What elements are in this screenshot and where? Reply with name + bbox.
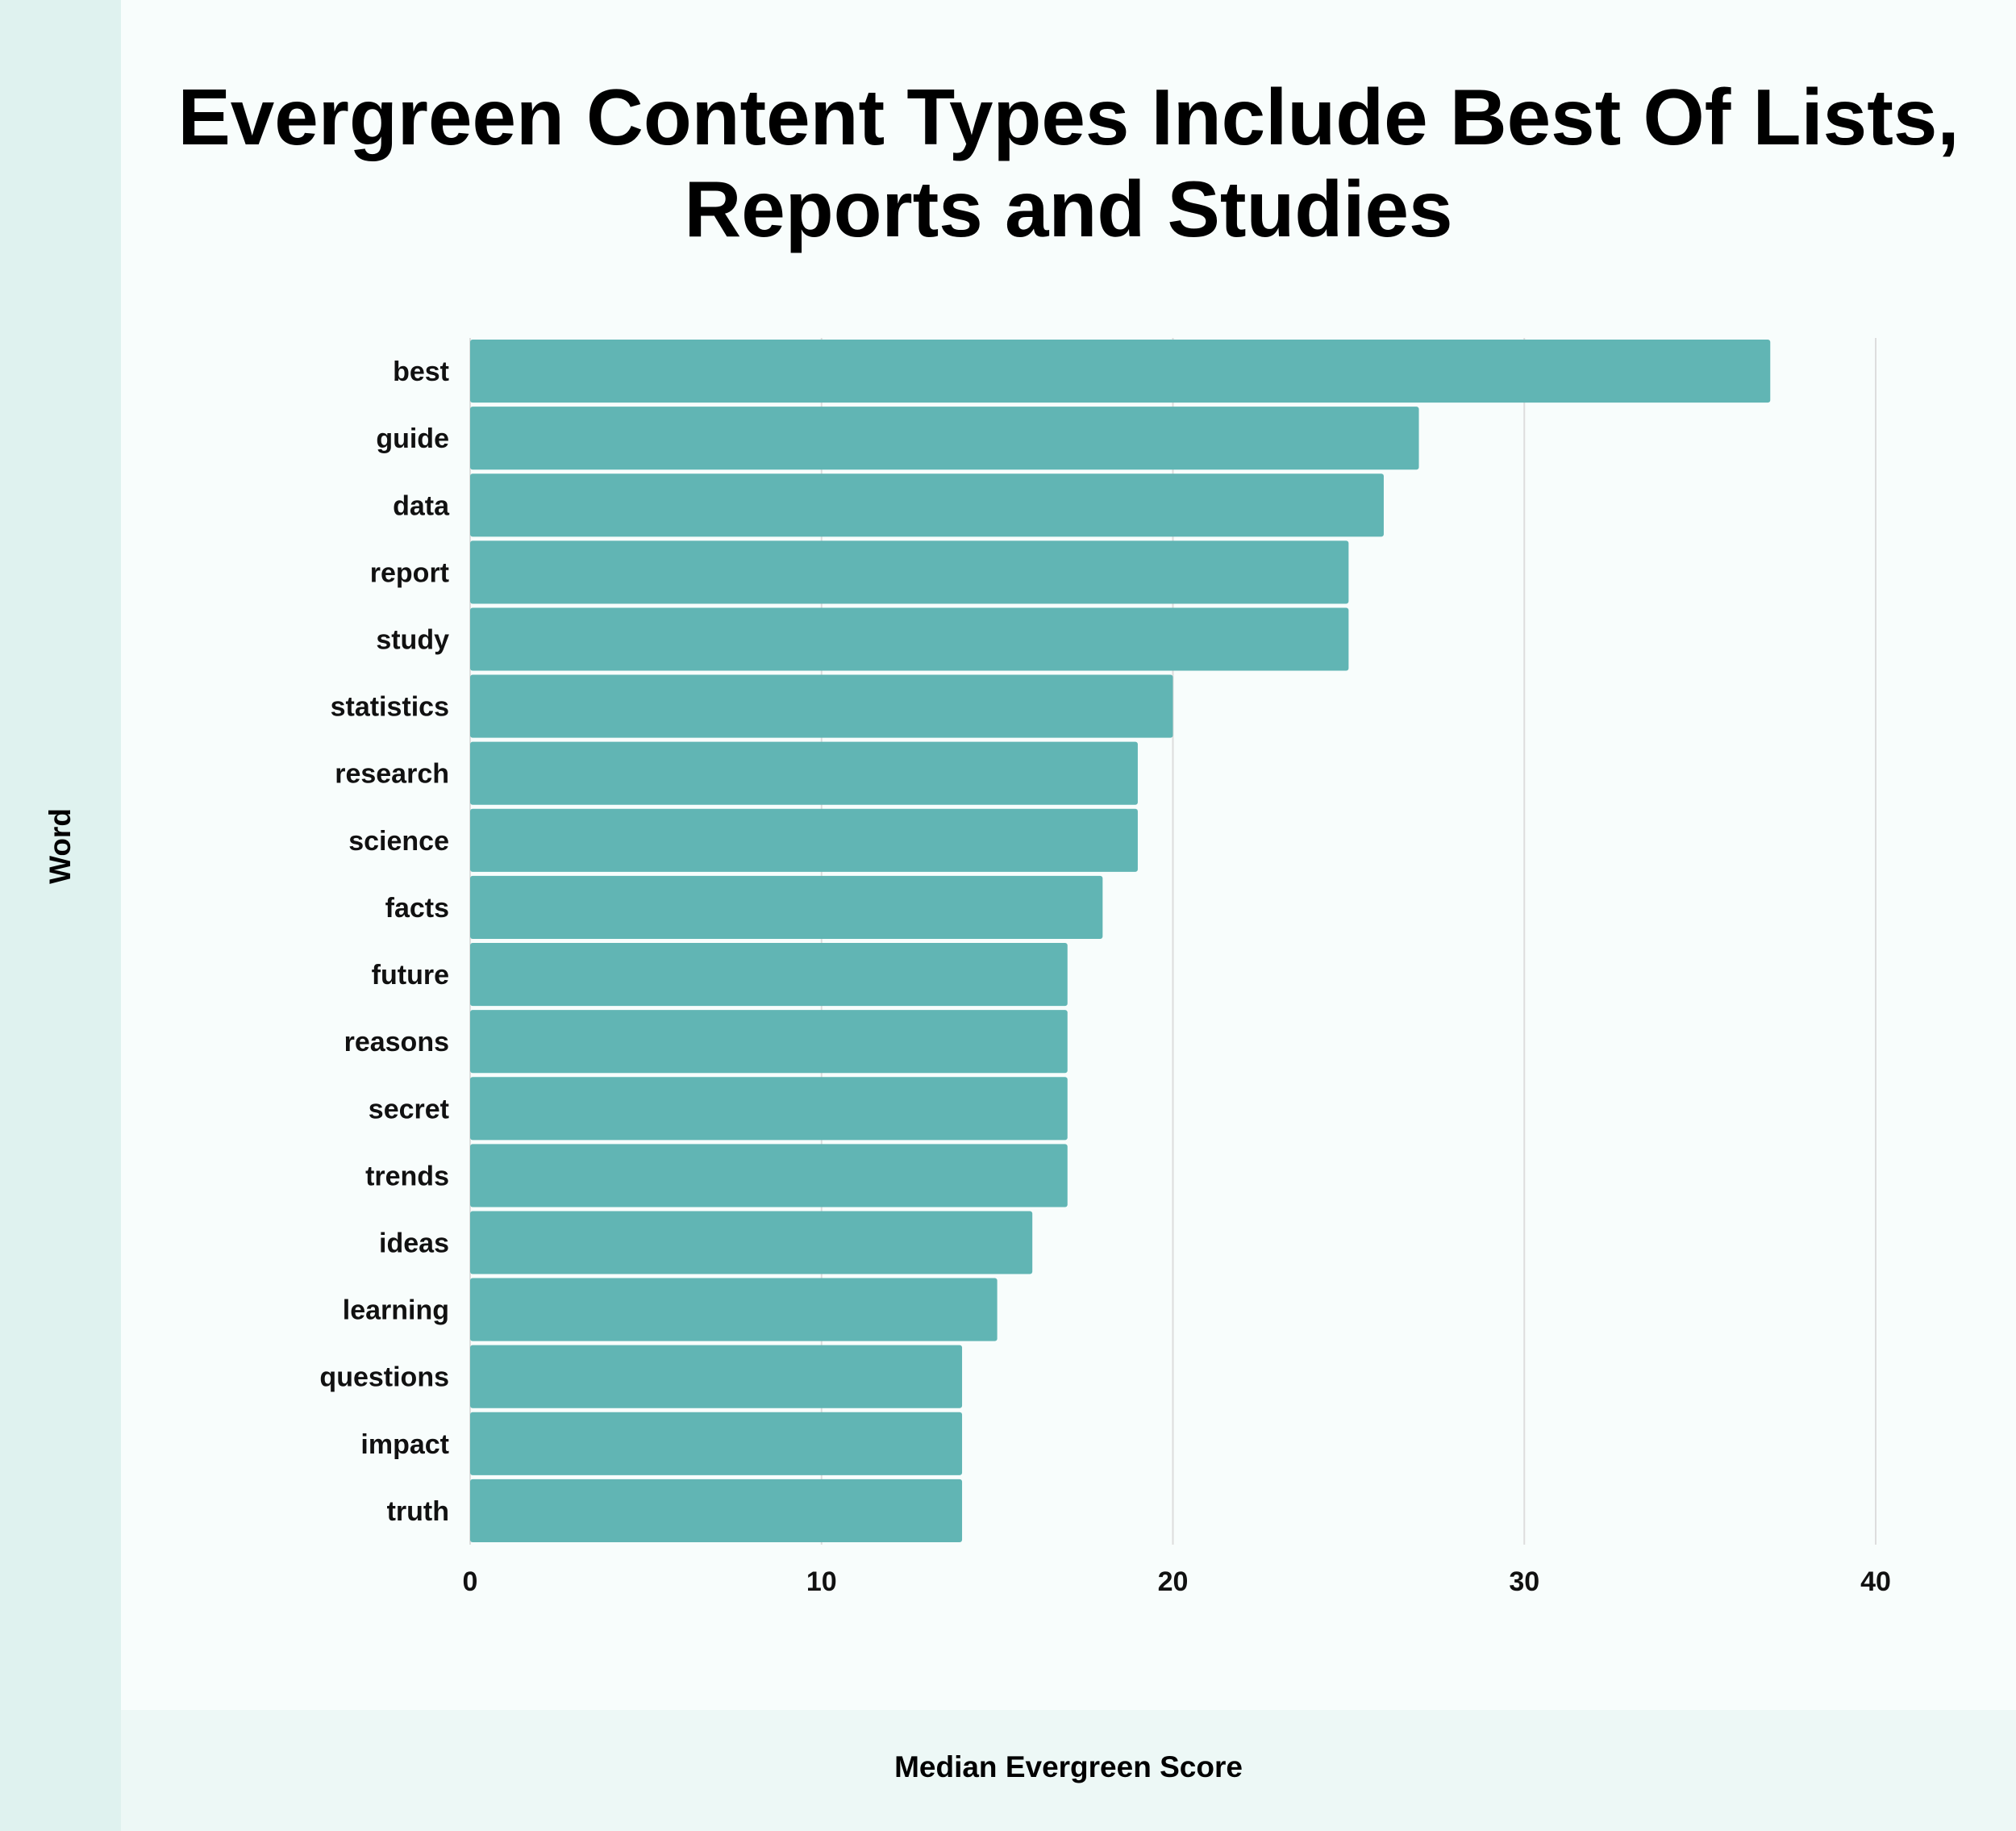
bar-impact <box>470 1412 963 1475</box>
bar-reasons <box>470 1010 1068 1074</box>
bar-truth <box>470 1479 963 1542</box>
bar-guide <box>470 407 1419 470</box>
bar-future <box>470 943 1068 1007</box>
x-tick-label: 30 <box>1509 1566 1539 1597</box>
category-label: reasons <box>344 1027 449 1057</box>
category-label: ideas <box>379 1228 449 1259</box>
chart-title: Evergreen Content Types Include Best Of … <box>177 73 1960 253</box>
bar-secret <box>470 1077 1068 1141</box>
x-tick-label: 10 <box>806 1566 837 1597</box>
bar-ideas <box>470 1211 1033 1274</box>
bar-statistics <box>470 674 1173 738</box>
bar-best <box>470 340 1771 403</box>
bar-science <box>470 808 1138 872</box>
category-label: guide <box>376 423 449 454</box>
category-label: secret <box>369 1094 449 1124</box>
category-label: questions <box>319 1362 449 1393</box>
category-label: future <box>372 960 449 991</box>
left-panel <box>0 0 121 1831</box>
bar-learning <box>470 1278 998 1341</box>
category-label: truth <box>387 1496 449 1527</box>
category-label: science <box>348 826 449 857</box>
x-tick-label: 20 <box>1158 1566 1189 1597</box>
category-label: study <box>376 625 449 656</box>
bar-study <box>470 607 1349 671</box>
bar-research <box>470 741 1138 805</box>
category-label: learning <box>343 1295 449 1326</box>
category-label: best <box>393 357 449 387</box>
bottom-panel <box>121 1710 2016 1831</box>
x-axis-label: Median Evergreen Score <box>894 1750 1243 1783</box>
bar-trends <box>470 1144 1068 1207</box>
bar-data <box>470 473 1384 537</box>
category-label: facts <box>385 893 449 924</box>
category-label: report <box>370 557 449 588</box>
x-tick-label: 40 <box>1860 1566 1891 1597</box>
category-label: research <box>335 759 449 790</box>
category-label: data <box>393 490 450 521</box>
bar-facts <box>470 875 1103 939</box>
x-tick-label: 0 <box>463 1566 478 1597</box>
category-label: trends <box>365 1161 449 1191</box>
category-label: impact <box>360 1429 449 1460</box>
bar-report <box>470 540 1349 604</box>
category-label: statistics <box>331 692 449 723</box>
bar-questions <box>470 1345 963 1408</box>
